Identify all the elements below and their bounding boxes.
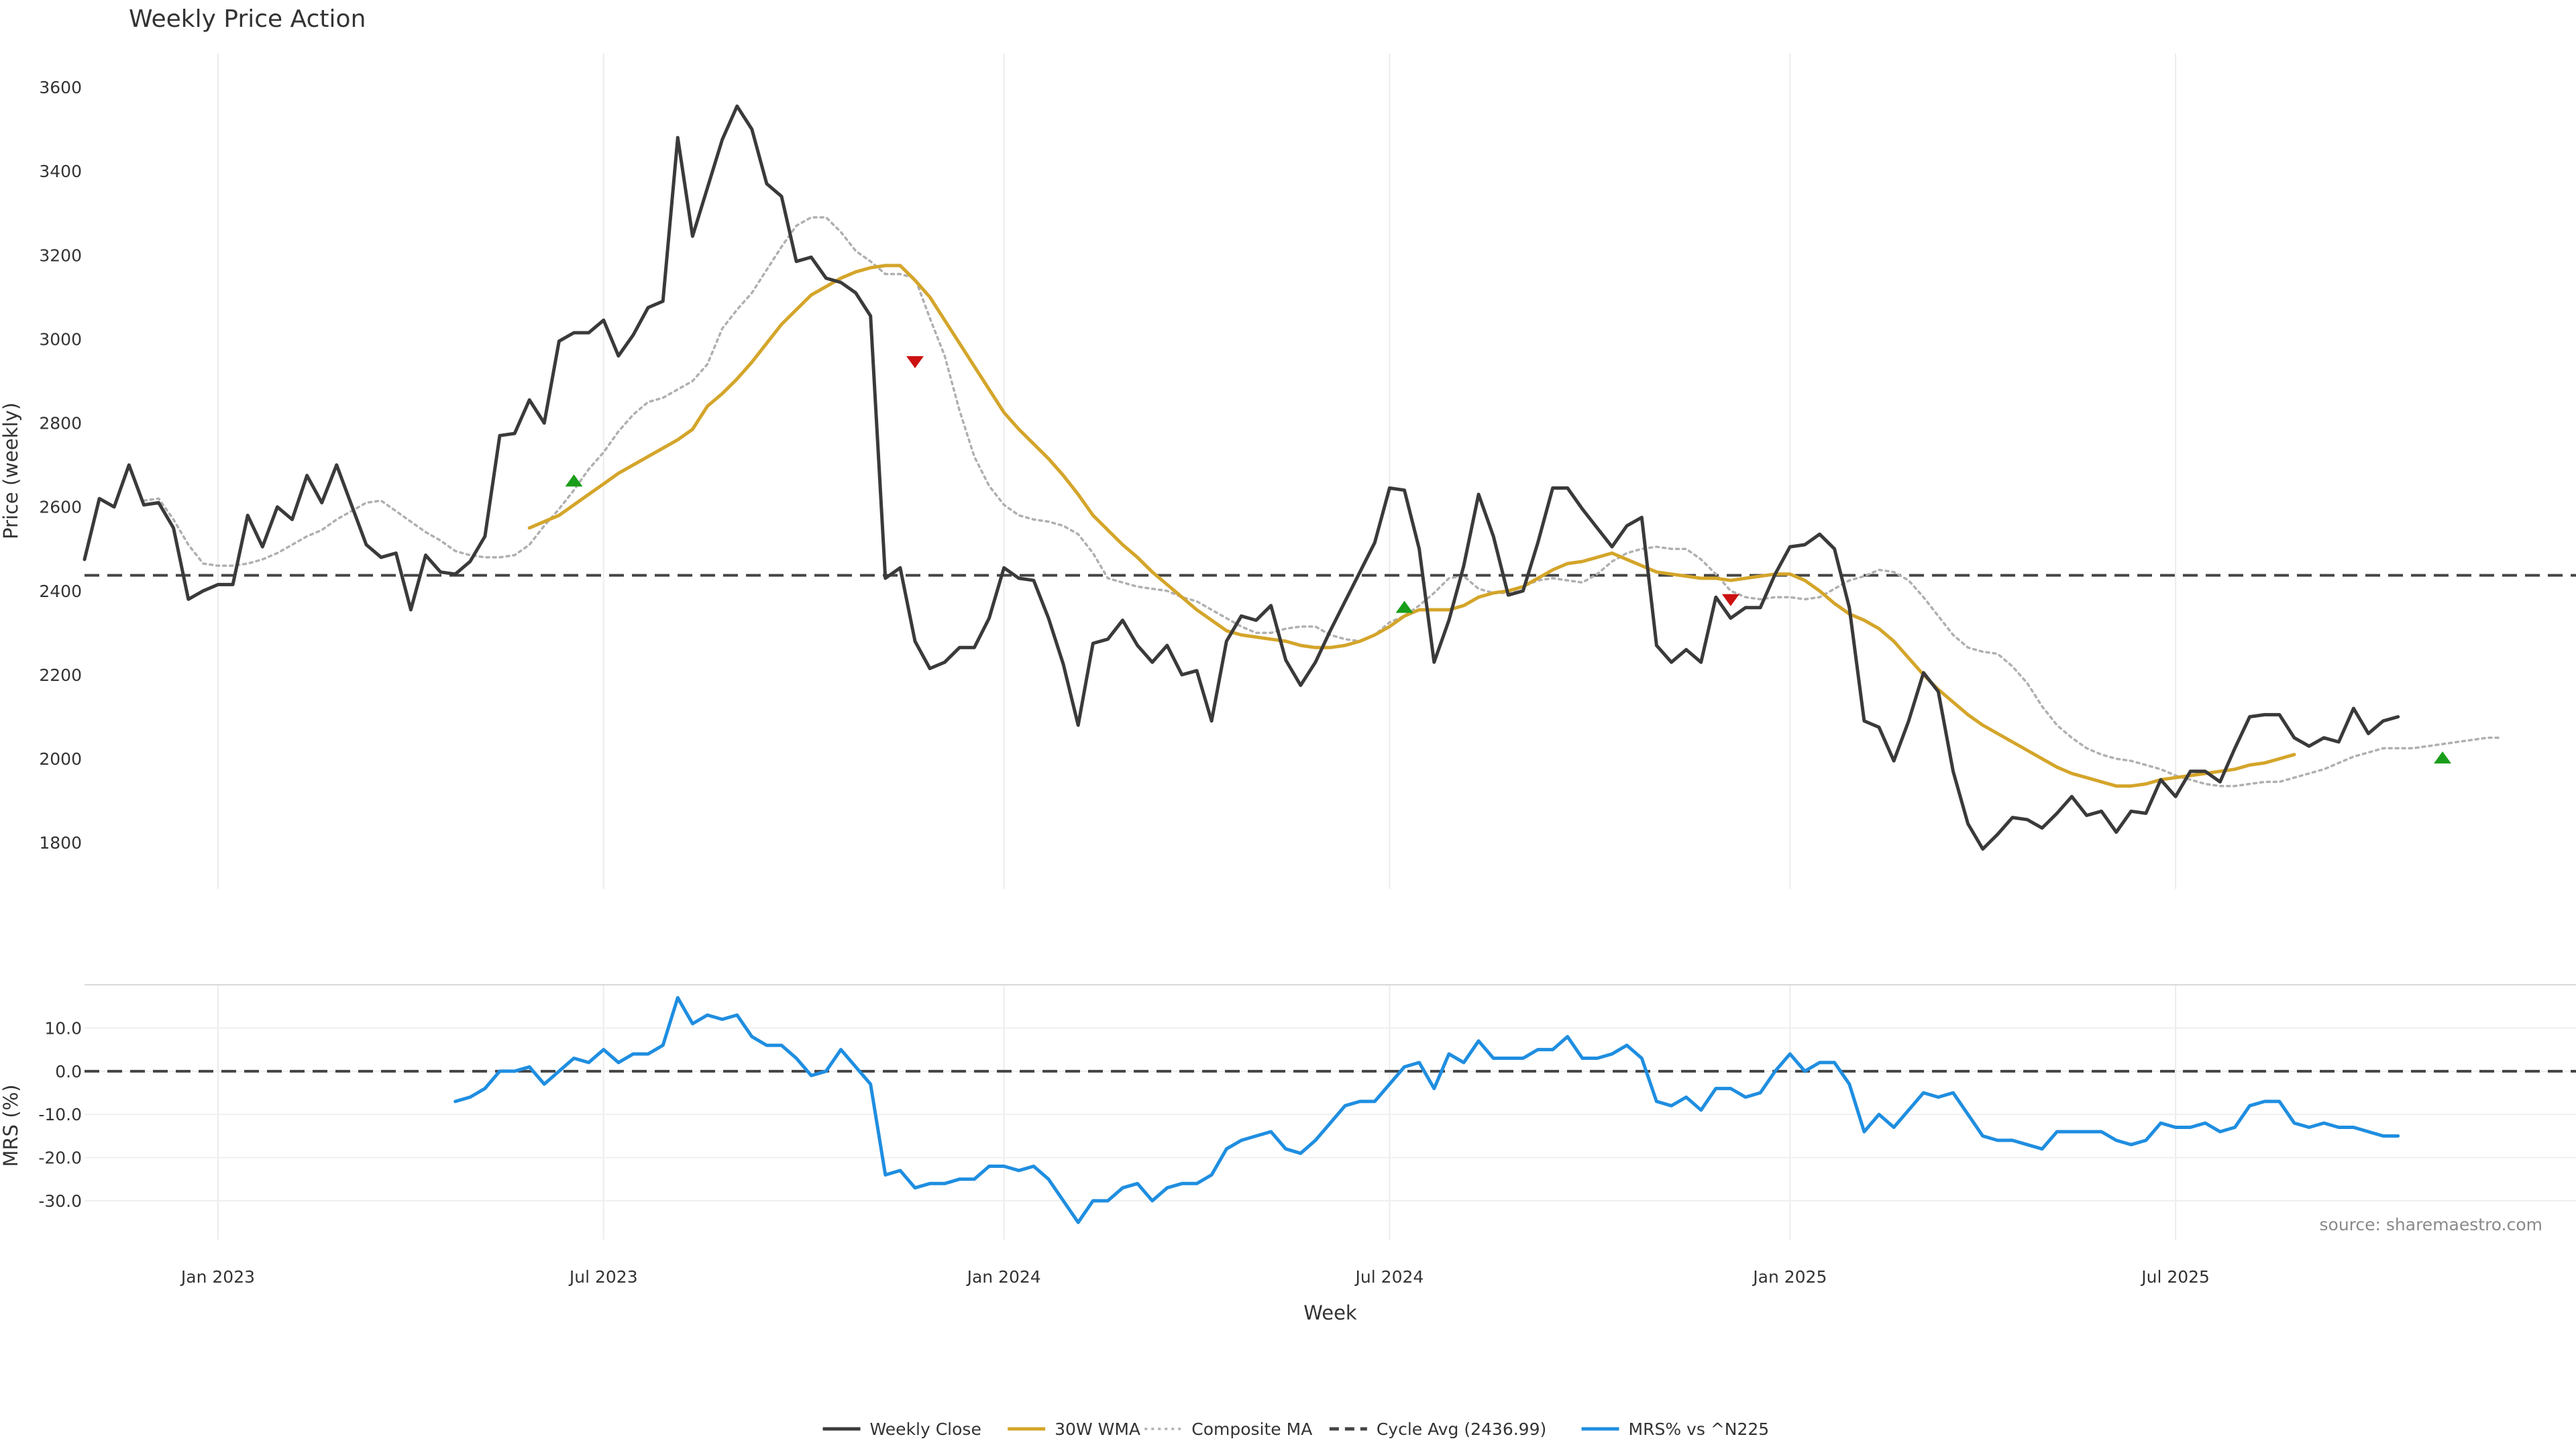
price-series-line-0 <box>83 104 2400 851</box>
price-y-tick-label: 2200 <box>39 665 82 685</box>
x-tick-label: Jan 2025 <box>1752 1267 1827 1287</box>
mrs-y-tick-label: 10.0 <box>44 1018 82 1038</box>
source-note: source: sharemaestro.com <box>2320 1215 2543 1234</box>
price-y-tick-label: 2600 <box>39 498 82 517</box>
sell-signal-marker <box>1721 594 1739 606</box>
x-tick-label: Jul 2025 <box>2140 1267 2210 1287</box>
buy-signal-marker <box>2434 751 2452 764</box>
price-y-tick-label: 3400 <box>39 162 82 181</box>
price-y-tick-label: 3600 <box>39 78 82 97</box>
mrs-series <box>85 996 2576 1224</box>
x-tick-label: Jan 2023 <box>180 1267 255 1287</box>
buy-signal-marker <box>1395 600 1413 613</box>
legend-label: MRS% vs ^N225 <box>1629 1419 1770 1439</box>
legend: Weekly Close 30W WMA Composite MA Cycle Avg… <box>822 1419 1770 1439</box>
price-y-tick-label: 1800 <box>39 833 82 853</box>
legend-label: Composite MA <box>1191 1419 1312 1439</box>
price-series-line-2 <box>142 216 2504 788</box>
mrs-y-tick-label: -30.0 <box>38 1191 82 1211</box>
sell-signal-marker <box>906 356 924 368</box>
chart-title: Weekly Price Action <box>129 5 366 33</box>
price-series-line-1 <box>527 264 2296 788</box>
x-axis-label: Week <box>1303 1301 1357 1324</box>
price-y-tick-label: 2400 <box>39 582 82 601</box>
price-y-tick-label: 3000 <box>39 329 82 349</box>
mrs-series-line-0 <box>453 996 2400 1224</box>
x-tick-label: Jan 2024 <box>966 1267 1041 1287</box>
buy-signal-marker <box>565 474 583 487</box>
x-tick-label: Jul 2023 <box>568 1267 638 1287</box>
price-y-ticks: 1800 2000 2200 2400 2600 2800 3000 3200 3400 3600 <box>39 78 82 853</box>
legend-label: Cycle Avg (2436.99) <box>1377 1419 1546 1439</box>
mrs-grid <box>85 984 2576 1240</box>
mrs-y-tick-label: -10.0 <box>38 1105 82 1124</box>
mrs-y-tick-label: 0.0 <box>55 1062 82 1081</box>
legend-label: 30W WMA <box>1055 1419 1140 1439</box>
price-axis-label: Price (weekly) <box>0 402 22 539</box>
signal-markers <box>565 356 2452 764</box>
mrs-axis-label: MRS (%) <box>0 1085 22 1167</box>
x-tick-label: Jul 2024 <box>1354 1267 1424 1287</box>
price-y-tick-label: 2000 <box>39 749 82 769</box>
price-y-tick-label: 2800 <box>39 414 82 433</box>
price-grid <box>217 54 2177 889</box>
mrs-y-tick-label: -20.0 <box>38 1148 82 1168</box>
mrs-y-ticks: 10.0 0.0 -10.0 -20.0 -30.0 <box>38 1018 82 1211</box>
price-y-tick-label: 3200 <box>39 246 82 265</box>
x-ticks: Jan 2023 Jul 2023 Jan 2024 Jul 2024 Jan 2025… <box>180 1267 2210 1287</box>
legend-label: Weekly Close <box>870 1419 981 1439</box>
price-series <box>83 104 2576 851</box>
